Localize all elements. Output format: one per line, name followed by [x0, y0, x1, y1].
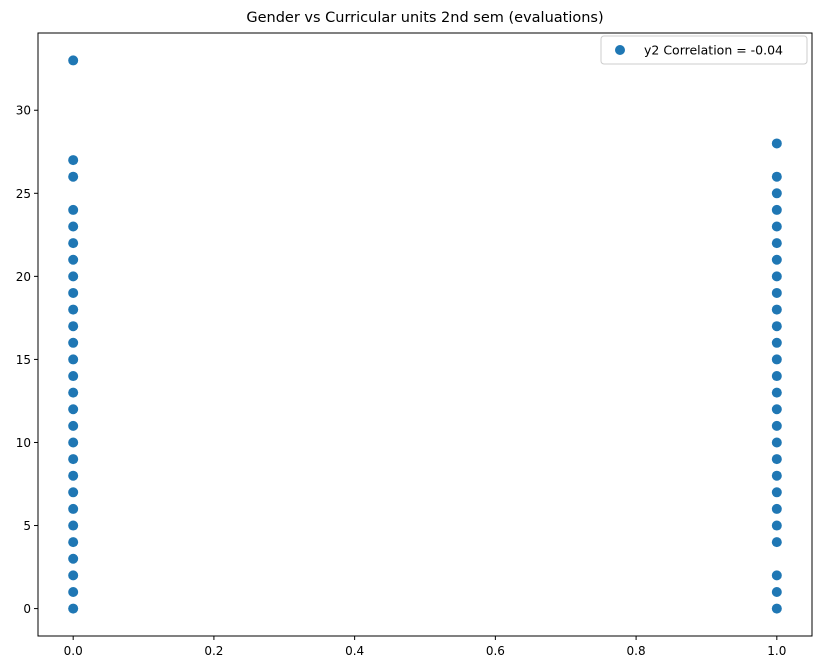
x-tick-label: 0.8	[627, 644, 646, 658]
data-point	[68, 271, 79, 282]
data-point	[68, 487, 79, 498]
x-tick-label: 0.4	[345, 644, 364, 658]
data-point	[68, 420, 79, 431]
data-point	[68, 354, 79, 365]
data-point	[68, 586, 79, 597]
y-tick-label: 5	[23, 519, 31, 533]
data-point	[771, 387, 782, 398]
data-point	[771, 337, 782, 348]
x-tick-label: 1.0	[767, 644, 786, 658]
data-point	[68, 221, 79, 232]
data-point	[771, 586, 782, 597]
data-point	[771, 271, 782, 282]
data-point	[68, 254, 79, 265]
y-axis-ticks: 0 5 10 15 20 25 30	[16, 104, 38, 616]
legend-label: y2 Correlation = -0.04	[644, 43, 783, 58]
x-tick-label: 0.2	[204, 644, 223, 658]
data-point	[68, 520, 79, 531]
y-tick-label: 30	[16, 104, 31, 118]
data-point	[771, 520, 782, 531]
data-point	[68, 553, 79, 564]
data-point	[771, 304, 782, 315]
data-point	[68, 404, 79, 415]
data-point	[771, 238, 782, 249]
data-point	[771, 404, 782, 415]
data-point	[68, 371, 79, 382]
legend-marker	[615, 45, 625, 55]
data-point	[771, 204, 782, 215]
data-point	[68, 55, 79, 66]
points-layer	[68, 55, 782, 614]
data-point	[771, 171, 782, 182]
data-point	[771, 287, 782, 298]
data-point	[68, 503, 79, 514]
data-point	[771, 537, 782, 548]
data-point	[68, 437, 79, 448]
data-point	[68, 238, 79, 249]
chart-title: Gender vs Curricular units 2nd sem (eval…	[246, 10, 603, 26]
data-point	[771, 321, 782, 332]
data-point	[771, 487, 782, 498]
data-point	[68, 304, 79, 315]
data-point	[68, 454, 79, 465]
data-point	[68, 470, 79, 481]
data-point	[771, 503, 782, 514]
x-axis-ticks: 0.0 0.2 0.4 0.6 0.8 1.0	[64, 636, 786, 658]
data-point	[68, 155, 79, 166]
y-tick-label: 15	[16, 353, 31, 367]
data-point	[771, 138, 782, 149]
x-tick-label: 0.0	[64, 644, 83, 658]
data-point	[771, 354, 782, 365]
data-point	[771, 437, 782, 448]
data-point	[771, 470, 782, 481]
x-tick-label: 0.6	[486, 644, 505, 658]
data-point	[68, 387, 79, 398]
data-point	[68, 603, 79, 614]
data-point	[771, 603, 782, 614]
plot-area-frame	[37, 32, 813, 637]
data-point	[771, 254, 782, 265]
data-point	[68, 171, 79, 182]
data-point	[771, 371, 782, 382]
data-point	[771, 188, 782, 199]
data-point	[771, 454, 782, 465]
data-point	[68, 204, 79, 215]
y-tick-label: 25	[16, 187, 31, 201]
data-point	[68, 537, 79, 548]
legend: y2 Correlation = -0.04	[600, 35, 808, 65]
y-tick-label: 0	[23, 602, 31, 616]
data-point	[68, 287, 79, 298]
y-tick-label: 10	[16, 436, 31, 450]
data-point	[771, 570, 782, 581]
data-point	[771, 420, 782, 431]
data-point	[68, 570, 79, 581]
legend-box	[600, 35, 808, 65]
y-tick-label: 20	[16, 270, 31, 284]
data-point	[68, 321, 79, 332]
data-point	[68, 337, 79, 348]
data-point	[771, 221, 782, 232]
